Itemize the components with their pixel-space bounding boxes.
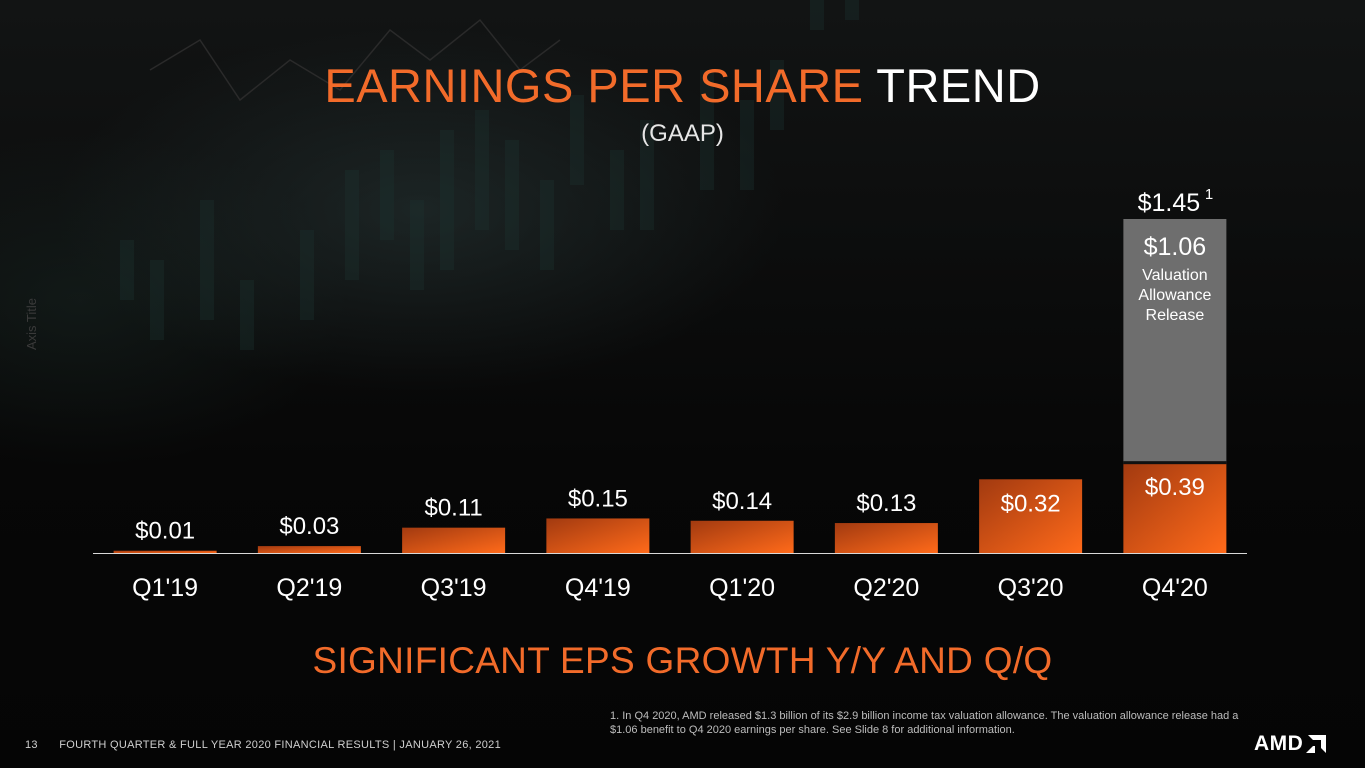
bg-candle — [120, 240, 134, 300]
amd-logo-text: AMD — [1254, 732, 1304, 755]
bg-candle — [440, 130, 454, 270]
bar-eps — [690, 520, 794, 553]
bg-trend-line — [149, 18, 561, 102]
bg-candle — [740, 100, 754, 190]
total-label: $1.45 — [1138, 189, 1201, 217]
x-tick-label: Q4'19 — [565, 574, 631, 602]
bg-candle — [770, 60, 784, 130]
footer: 13 FOURTH QUARTER & FULL YEAR 2020 FINAN… — [25, 739, 501, 751]
bg-candle — [540, 180, 554, 270]
data-label: $0.32 — [1001, 490, 1061, 517]
stack-value-label: $1.06 — [1144, 233, 1207, 261]
subtitle: (GAAP) — [641, 120, 724, 147]
title-accent: EARNINGS PER SHARE — [324, 59, 864, 112]
bar-eps — [1123, 463, 1227, 553]
bg-candle — [300, 230, 314, 320]
footnote: 1. In Q4 2020, AMD released $1.3 billion… — [610, 710, 1239, 736]
bar-eps — [402, 527, 506, 553]
bg-candle — [475, 110, 489, 230]
x-tick-label: Q2'19 — [276, 574, 342, 602]
bg-candle — [505, 140, 519, 250]
bar-valuation-allowance — [1123, 219, 1227, 464]
bg-candle — [640, 120, 654, 230]
bg-candle — [845, 0, 859, 20]
data-label: $0.15 — [568, 485, 628, 512]
eps-bar-chart: $0.01 Q1'19 $0.03 Q2'19 $0.11 Q3'19 $0.15 Q4'19… — [93, 186, 1247, 602]
stack-series-name: Allowance — [1138, 287, 1211, 304]
bg-candle — [610, 150, 624, 230]
data-label: $0.13 — [856, 490, 916, 517]
data-label: $0.01 — [135, 518, 195, 545]
data-label: $0.11 — [424, 495, 482, 522]
slide-title: EARNINGS PER SHARE TREND — [0, 58, 1365, 113]
bar-eps — [834, 523, 938, 553]
footer-text: FOURTH QUARTER & FULL YEAR 2020 FINANCIA… — [59, 739, 502, 751]
data-label: $0.39 — [1145, 474, 1205, 501]
data-label: $0.14 — [712, 488, 772, 515]
bg-candle — [810, 0, 824, 30]
bg-candle — [240, 280, 254, 350]
bg-candle — [380, 150, 394, 240]
bar-eps — [113, 550, 217, 553]
bar-eps — [546, 518, 650, 553]
x-tick-label: Q1'19 — [132, 574, 198, 602]
bar-eps — [979, 479, 1083, 553]
x-tick-label: Q1'20 — [709, 574, 775, 602]
bg-candle — [345, 170, 359, 280]
page-number: 13 — [25, 739, 38, 751]
x-tick-label: Q4'20 — [1142, 574, 1208, 602]
bg-candle — [700, 70, 714, 190]
title-rest: TREND — [876, 59, 1041, 112]
stack-divider — [1123, 461, 1227, 465]
amd-arrow-icon — [1306, 735, 1327, 753]
stack-series-name: Valuation — [1142, 267, 1208, 284]
bg-candle — [200, 200, 214, 320]
bg-candle — [570, 95, 584, 185]
x-tick-label: Q3'19 — [421, 574, 487, 602]
data-label: $0.03 — [279, 513, 339, 540]
stack-series-name: Release — [1146, 307, 1205, 324]
bar-eps — [257, 546, 361, 553]
amd-logo: AMD — [1254, 732, 1327, 755]
x-tick-label: Q2'20 — [853, 574, 919, 602]
tagline: SIGNIFICANT EPS GROWTH Y/Y AND Q/Q — [312, 640, 1053, 681]
x-tick-label: Q3'20 — [998, 574, 1064, 602]
bg-candle — [150, 260, 164, 340]
bg-candle — [410, 200, 424, 290]
total-footnote-marker: 1 — [1205, 186, 1213, 203]
